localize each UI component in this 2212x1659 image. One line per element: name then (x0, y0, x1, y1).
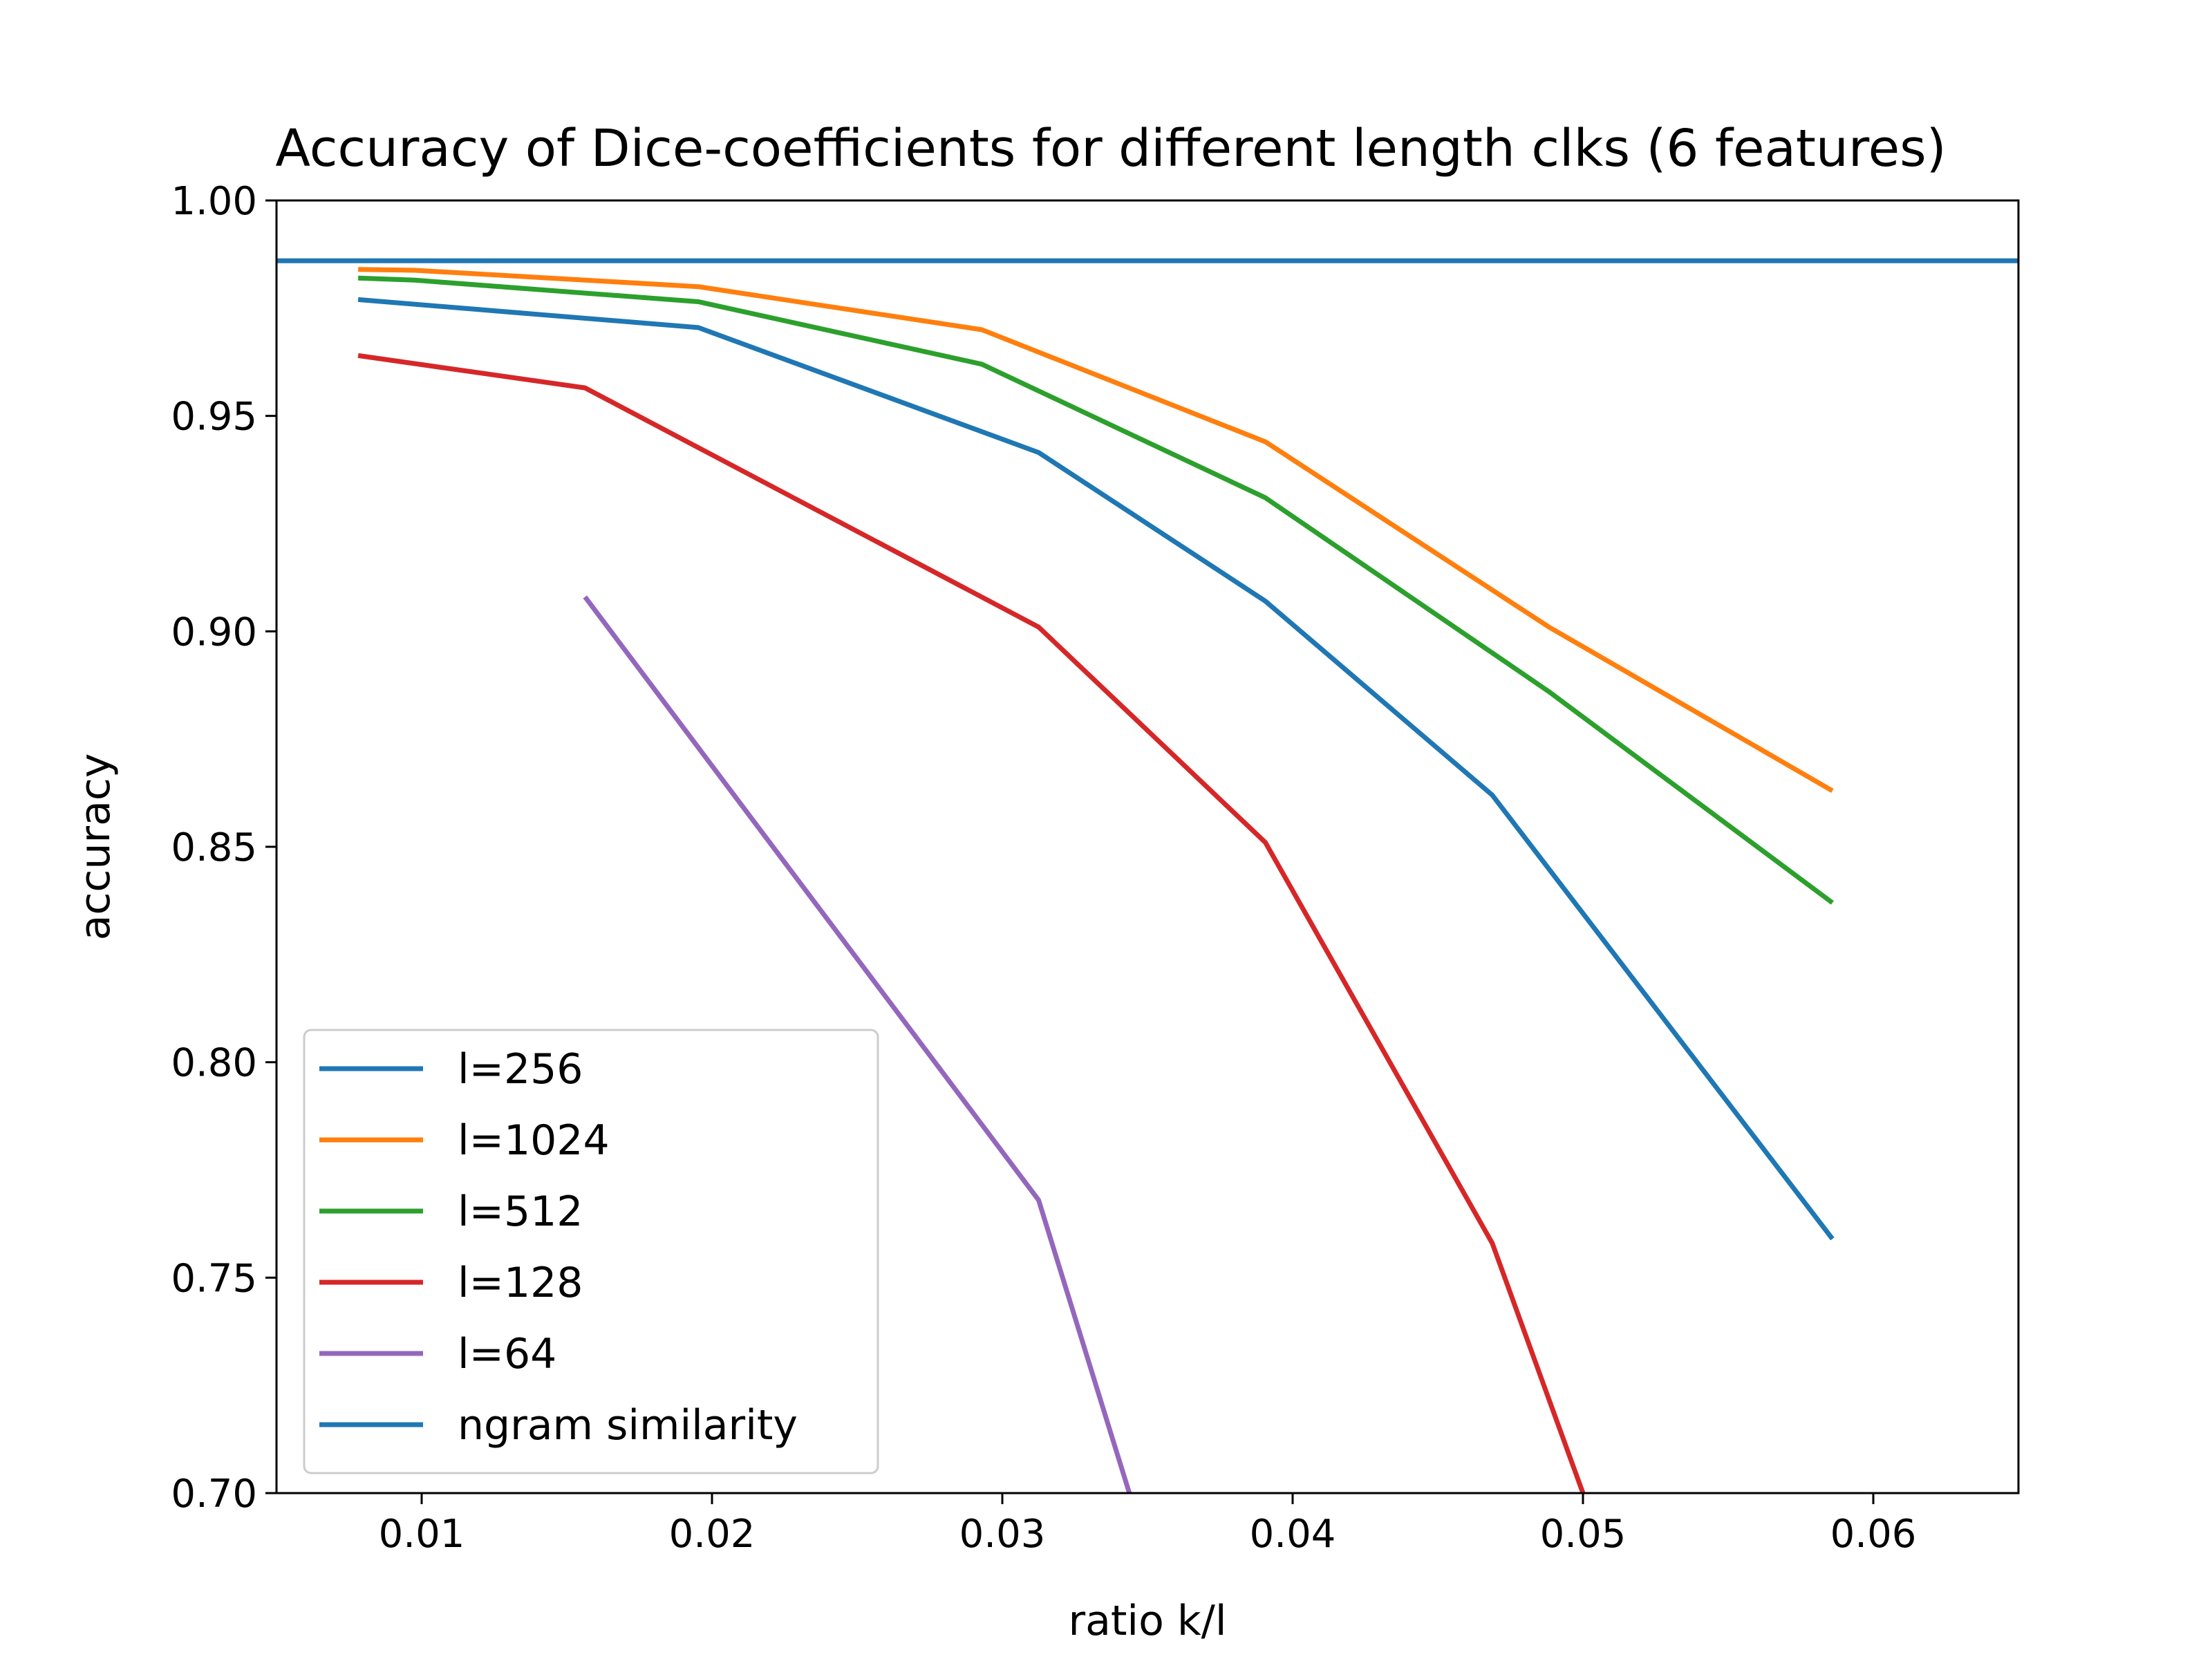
series-line-l-1024 (358, 267, 1834, 794)
y-axis-label: accuracy (71, 753, 120, 941)
y-tick-label: 1.00 (171, 179, 257, 224)
legend-label: l=1024 (458, 1116, 610, 1165)
x-tick-label: 0.03 (959, 1512, 1046, 1557)
y-axis: 0.70 0.75 0.80 0.85 0.90 0.95 1.00 (171, 179, 276, 1517)
legend-box (303, 1029, 879, 1474)
y-tick-label: 0.90 (171, 610, 257, 655)
y-tick-label: 0.75 (171, 1256, 257, 1301)
chart-title: Accuracy of Dice-coefficients for differ… (275, 119, 1946, 178)
series-line-l-256 (357, 297, 1835, 1241)
series-layer (276, 258, 2018, 1493)
x-tick-label: 0.05 (1540, 1512, 1627, 1557)
legend-label: l=64 (458, 1330, 556, 1378)
x-tick-label: 0.01 (379, 1512, 465, 1557)
series-line-l-64 (583, 595, 1132, 1493)
legend: l=256 l=1024 l=512 l=128 l=64 ngram similarit… (303, 1029, 879, 1474)
x-tick-label: 0.06 (1830, 1512, 1917, 1557)
x-tick-label: 0.04 (1250, 1512, 1336, 1557)
x-tick-label: 0.02 (669, 1512, 756, 1557)
y-tick-label: 0.70 (171, 1472, 257, 1517)
y-tick-label: 0.80 (171, 1041, 257, 1086)
legend-label: l=256 (458, 1045, 583, 1094)
x-axis: 0.01 0.02 0.03 0.04 0.05 0.06 (379, 1493, 1917, 1557)
y-tick-label: 0.85 (171, 825, 257, 870)
legend-label: ngram similarity (458, 1401, 798, 1450)
series-line-l-128 (357, 353, 1586, 1493)
x-axis-label: ratio k/l (1068, 1597, 1226, 1645)
legend-label: l=512 (458, 1188, 583, 1236)
series-line-l-512 (357, 275, 1834, 905)
y-tick-label: 0.95 (171, 395, 257, 440)
legend-label: l=128 (458, 1259, 583, 1307)
